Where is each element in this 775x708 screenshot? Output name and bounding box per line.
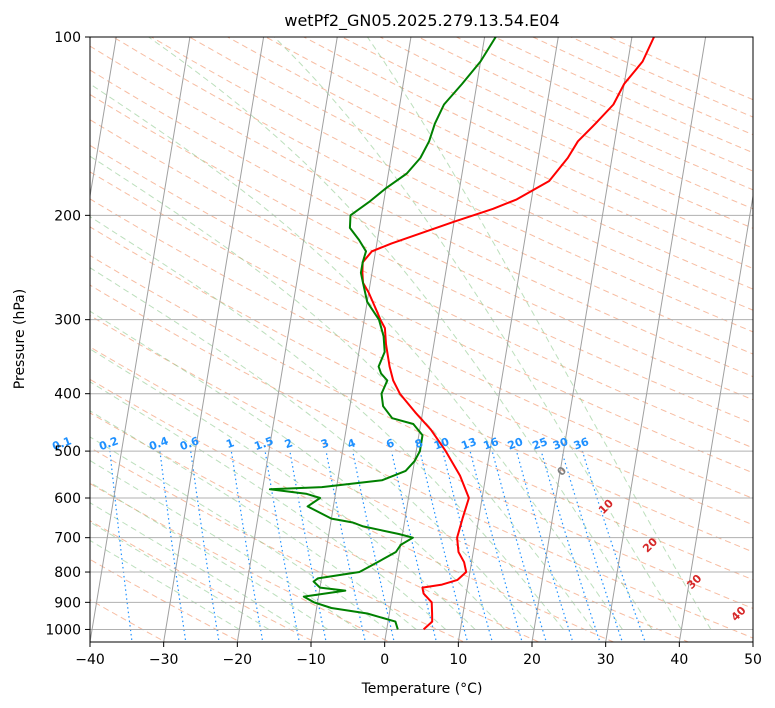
dry-adiabat-line	[188, 37, 753, 311]
dry-adiabat-line	[90, 119, 753, 449]
isotherm-line	[531, 37, 633, 642]
chart-title: wetPf2_GN05.2025.279.13.54.E04	[284, 11, 559, 31]
isotherm-line	[163, 37, 265, 642]
moist-adiabat-line	[90, 83, 623, 630]
dry-adiabat-line	[90, 520, 316, 642]
y-tick-label: 1000	[45, 622, 81, 638]
dry-adiabat-line	[90, 171, 753, 500]
y-tick-label: 200	[54, 208, 81, 224]
dry-adiabat-line	[90, 314, 753, 639]
mixing-ratio-label: 1	[224, 436, 236, 451]
axis-ticks: −40 −30 −20 −10 0 10 20 30 40 5010020030040050060…	[45, 30, 762, 668]
y-tick-label: 500	[54, 444, 81, 460]
mixing-ratio-label: 6	[385, 436, 397, 451]
mixing-ratio-line	[390, 450, 438, 642]
mixing-ratio-label: 30	[551, 435, 570, 453]
isotherm-line	[236, 37, 338, 642]
dewpoint-profile-line	[268, 37, 497, 630]
x-tick-label: −10	[296, 652, 326, 668]
mixing-ratio-label: 25	[531, 435, 550, 452]
mixing-ratio-label: 10	[432, 435, 451, 453]
y-tick-label: 900	[54, 595, 81, 611]
mixing-ratio-line	[109, 451, 133, 642]
mixing-ratio-label: 2	[283, 436, 295, 451]
y-tick-label: 400	[54, 387, 81, 403]
mixing-ratio-line	[419, 450, 469, 642]
moist-adiabat-line	[90, 539, 240, 630]
mixing-ratio-label: 16	[482, 435, 501, 453]
plot-frame	[89, 36, 754, 643]
isotherm-line	[90, 37, 117, 200]
isotherm-line	[310, 37, 412, 642]
temperature-profile-line	[361, 37, 655, 631]
isotherm-line	[678, 192, 753, 642]
skewed-isotherms	[90, 37, 753, 642]
mixing-ratio-line	[491, 450, 547, 642]
dry-adiabat-line	[90, 226, 753, 553]
isotherm-line	[457, 37, 559, 642]
x-tick-label: −40	[75, 652, 105, 668]
y-tick-label: 600	[54, 491, 81, 507]
background-lines	[90, 37, 753, 642]
dry-adiabat-line	[90, 558, 242, 642]
mixing-ratio-label: 8	[413, 436, 425, 451]
x-axis-label: Temperature (°C)	[361, 681, 483, 697]
mixing-ratio-label: 3	[319, 436, 331, 451]
mixing-ratio-line	[442, 450, 493, 642]
mixing-ratio-label: 36	[572, 435, 591, 453]
mixing-ratio-line	[469, 450, 523, 642]
y-tick-label: 800	[54, 565, 81, 581]
x-tick-label: −20	[223, 652, 253, 668]
moist-adiabat-line	[148, 37, 653, 630]
mixing-ratio-label: 13	[460, 435, 479, 452]
dry-adiabat-line	[90, 254, 753, 581]
moist-adiabat-line	[90, 521, 270, 630]
mixing-ratio-label: 0.2	[97, 434, 120, 453]
y-tick-label: 700	[54, 531, 81, 547]
x-tick-label: 0	[380, 652, 389, 668]
isotherm-line	[90, 37, 191, 642]
mixing-ratio-label: 0.4	[147, 434, 170, 453]
dry-adiabat-line	[90, 93, 753, 425]
mixing-ratio-label: 4	[346, 436, 358, 451]
moist-adiabat-line	[90, 348, 476, 630]
mixing-ratio-label: 0.6	[178, 434, 201, 453]
mixing-ratio-label: 1.5	[253, 434, 276, 453]
dry-adiabat-line	[90, 198, 753, 526]
dry-adiabat-line	[226, 37, 753, 290]
mixing-ratio-label: 0.1	[50, 434, 73, 453]
y-tick-label: 300	[54, 313, 81, 329]
y-tick-label: 100	[54, 30, 81, 46]
mixing-ratio-label: 20	[506, 435, 525, 453]
x-tick-label: 20	[523, 652, 541, 668]
moist-adiabat-line	[90, 267, 535, 630]
x-tick-label: 30	[597, 652, 615, 668]
moist-adiabat-line	[90, 459, 358, 630]
moist-adiabat-line	[90, 436, 387, 630]
grid-lines	[90, 37, 753, 630]
dry-adiabat-line	[90, 446, 466, 642]
dry-adiabat-line	[150, 37, 753, 333]
isotherm-line	[605, 37, 707, 642]
isotherm-line	[384, 37, 486, 642]
x-tick-label: 10	[449, 652, 467, 668]
moist-adiabat-line	[90, 381, 447, 630]
x-tick-label: 50	[744, 652, 762, 668]
dry-adiabat-line	[90, 378, 615, 642]
y-axis-label: Pressure (hPa)	[12, 289, 28, 389]
x-tick-label: 40	[670, 652, 688, 668]
dry-adiabat-line	[90, 346, 690, 642]
profile-lines	[268, 37, 655, 631]
dry-adiabat-line	[90, 45, 753, 378]
moist-adiabat-line	[90, 155, 594, 630]
dry-adiabat-line	[90, 412, 541, 642]
mixing-ratio-line	[159, 451, 187, 642]
x-tick-label: −30	[149, 652, 179, 668]
